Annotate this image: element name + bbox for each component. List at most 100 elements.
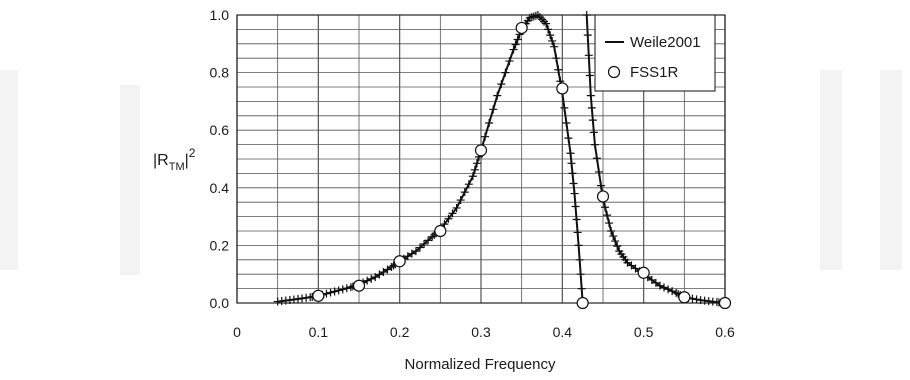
weile2001-marker [588,116,597,125]
weile2001-marker [582,11,591,19]
weile2001-marker [601,203,610,212]
y-tick-label: 0.6 [210,122,230,138]
weile2001-marker [596,181,605,190]
weile2001-marker [529,12,538,21]
weile2001-marker [546,31,555,40]
weile2001-marker [367,274,376,283]
weile2001-marker [330,287,339,296]
plot-frame [236,14,726,304]
weile2001-marker [511,40,520,49]
weile2001-marker [647,275,656,284]
weile2001-marker [605,219,614,228]
weile2001-marker [571,202,580,211]
weile2001-marker [567,159,576,168]
weile2001-marker [493,91,502,100]
weile2001-marker [603,211,612,220]
fss1r-point [596,190,610,203]
weile2001-marker [501,68,510,77]
fss1r-point [474,144,488,157]
y-tick-label: 0.4 [210,180,230,196]
weile2001-marker [342,284,351,293]
weile2001-marker [407,249,416,258]
x-tick-label: 0.1 [309,324,329,340]
fss1r-point [576,296,589,310]
weile2001-marker [569,179,578,188]
x-tick-label: 0.5 [634,324,654,340]
weile2001-marker [562,119,571,127]
weile2001-marker [416,243,424,252]
weile2001-marker [574,241,583,250]
weile2001-marker [560,103,569,112]
weile2001-marker [544,25,553,34]
weile2001-marker [672,288,681,297]
weile2001-marker [577,284,586,293]
weile2001-marker [552,54,561,63]
weile2001-marker [468,172,477,181]
y-tick-label: 0.2 [210,237,230,253]
fss1r-point [556,82,569,95]
weile2001-marker [456,196,465,205]
legend-circle-symbol [607,65,621,79]
weile2001-marker [531,11,540,20]
weile2001-marker [594,167,603,176]
y-axis-label-subscript: TM [169,161,185,173]
weile2001-marker [444,214,453,223]
weile2001-marker [631,264,640,273]
weile2001-marker [513,35,522,44]
weile2001-marker [664,285,673,294]
x-tick-label: 0.4 [553,324,573,340]
weile2001-marker [548,36,557,45]
x-tick-label: 0 [233,324,241,340]
weile2001-marker [586,91,595,100]
legend-label-fss1r: FSS1R [630,64,679,81]
y-axis-label-main: |R [153,152,169,169]
weile2001-marker [371,273,380,282]
weile2001-marker [505,57,514,66]
weile2001-marker [326,288,335,297]
y-tick-label: 0.8 [210,65,230,81]
y-axis-label-superscript: 2 [189,146,196,160]
weile2001-marker [470,165,479,174]
y-tick-label: 1.0 [210,7,230,23]
weile2001-marker [509,45,518,54]
y-tick-label: 0.0 [210,295,230,311]
weile2001-marker [542,19,551,28]
weile2001-marker [481,132,490,141]
weile2001-marker [572,215,581,224]
weile2001-marker [485,119,494,127]
weile2001-marker [448,209,457,218]
weile2001-marker [668,287,677,296]
weile2001-marker [472,159,481,168]
weile2001-marker [411,247,420,256]
fss1r-point [312,289,325,302]
weile2001-marker [460,188,469,197]
labels: Normalized Frequency |RTM|2 [153,146,556,373]
weile2001-marker [497,80,506,89]
weile2001-marker [651,278,660,287]
weile2001-marker [584,51,593,60]
background-watermark [0,70,902,275]
weile2001-marker [611,237,620,246]
weile2001-marker [627,261,636,270]
weile2001-marker [334,286,343,295]
weile2001-marker [692,295,701,304]
weile2001-marker [575,255,584,264]
weile2001-marker [550,42,559,51]
weile2001-marker [570,189,579,198]
weile2001-marker [375,270,384,279]
fss1r-point [718,296,732,310]
weile2001-marker [583,31,592,40]
weile2001-marker [568,169,577,178]
weile2001-marker [424,236,433,245]
weile2001-marker [655,281,664,290]
weile2001-marker [338,285,347,294]
x-tick-label: 0.2 [390,324,410,340]
x-tick-label: 0.3 [471,324,491,340]
weile2001-marker [489,105,498,114]
y-axis-label-close: | [185,152,189,169]
series-group [273,11,732,310]
axes: 0.0 0.2 0.4 0.6 0.8 1.0 0 0.1 0.2 0.3 0.4 0.5 0.6 [210,7,735,340]
grid [236,14,726,304]
weile2001-marker [609,232,618,241]
